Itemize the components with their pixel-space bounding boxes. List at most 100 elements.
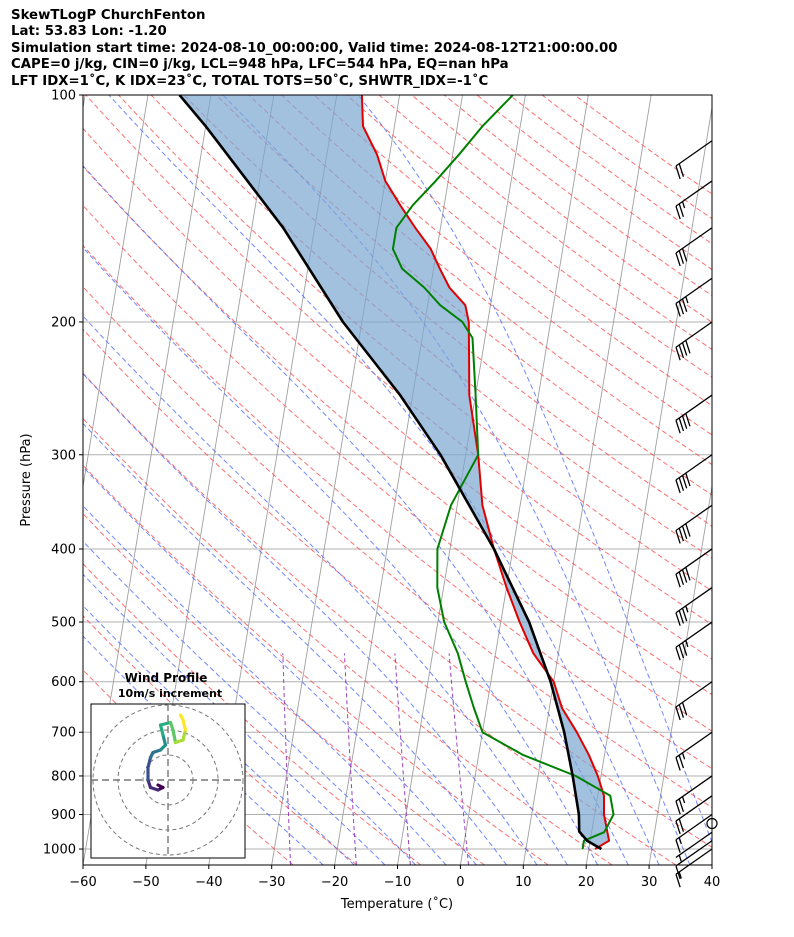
hodograph-segment — [181, 718, 188, 732]
isotherm-line — [648, 483, 712, 865]
y-tick-label: 700 — [51, 726, 76, 741]
isotherm-line — [775, 95, 794, 865]
wind-barb-flag — [675, 612, 681, 626]
wind-barb-flag — [675, 165, 681, 180]
wind-barb-staff — [675, 813, 713, 841]
x-tick-label: −60 — [69, 875, 96, 890]
station-coordinates: Lat: 53.83 Lon: -1.20 — [11, 24, 167, 40]
wind-barb-flag — [678, 754, 685, 769]
moist-adiabat-line — [83, 505, 447, 865]
wind-barb-flag — [685, 413, 691, 427]
wind-barb-flag — [675, 874, 681, 888]
dry-adiabat-line — [83, 165, 712, 696]
wind-barb-staff — [675, 180, 713, 207]
x-tick-label: −30 — [258, 875, 285, 890]
wind-barb-flag — [678, 610, 685, 624]
inset-title: Wind Profile — [125, 671, 208, 685]
chart-title: SkewTLogP ChurchFenton — [11, 8, 206, 23]
wind-barb-flag — [678, 644, 685, 659]
dry-adiabat-line — [281, 95, 712, 436]
wind-barb-half-flag — [678, 854, 682, 862]
wind-barb-flag — [681, 642, 688, 656]
wind-barb-flag — [678, 571, 685, 586]
wind-barb-staff — [675, 775, 713, 802]
wind-barb-half-flag — [685, 296, 689, 304]
dry-adiabat-line — [83, 244, 712, 770]
wind-barb-flag — [675, 479, 681, 494]
dry-adiabat-line — [248, 95, 712, 466]
wind-barb-flag — [678, 477, 685, 491]
wind-barb-flag — [675, 865, 681, 880]
cape-cin-summary: CAPE=0 j/kg, CIN=0 j/kg, LCL=948 hPa, LF… — [11, 57, 509, 73]
wind-barb-staff — [675, 587, 713, 614]
moist-adiabat-line — [83, 246, 599, 865]
wind-barb-flag — [678, 344, 685, 359]
x-tick-label: −40 — [195, 875, 222, 890]
isotherm-line — [83, 95, 86, 111]
x-axis-label: Temperature (˚C) — [340, 896, 453, 912]
dry-adiabat-line — [83, 328, 712, 848]
wind-barb-flag — [681, 702, 688, 716]
dry-adiabat-line — [150, 95, 712, 559]
wind-barb-staff — [675, 681, 713, 708]
moist-adiabat-line — [83, 373, 538, 865]
wind-barb-staff — [675, 394, 713, 421]
wind-barb-flag — [675, 252, 681, 267]
wind-barb-staff — [675, 848, 713, 875]
wind-barb-flag — [678, 300, 685, 315]
moist-adiabat-line — [222, 95, 691, 865]
y-tick-label: 1000 — [43, 843, 76, 858]
wind-barb-flag — [675, 205, 681, 220]
wind-barb-flag — [675, 706, 681, 721]
moist-adiabat-line — [83, 466, 477, 865]
wind-barb-flag — [681, 248, 688, 262]
moist-adiabat-line — [83, 422, 508, 865]
wind-barb-flag — [678, 250, 685, 264]
x-tick-label: 30 — [641, 875, 658, 890]
wind-barb-staff — [675, 454, 713, 481]
wind-barb-staff — [675, 840, 713, 867]
wind-barb-staff — [675, 548, 713, 575]
y-tick-label: 900 — [51, 808, 76, 823]
hodograph-segment — [181, 728, 188, 742]
wind-barb-half-flag — [681, 752, 686, 760]
isotherm-line — [83, 95, 149, 490]
wind-barb-flag — [675, 530, 681, 544]
dry-adiabat-line — [83, 204, 712, 732]
wind-barb-flag — [678, 163, 685, 177]
simulation-times: Simulation start time: 2024-08-10_00:00:… — [11, 40, 618, 56]
hodograph-segment — [161, 733, 168, 747]
wind-barb-flag — [681, 298, 688, 313]
dry-adiabat-line — [83, 464, 549, 865]
wind-barb-flag — [675, 647, 681, 661]
wind-barb-flag — [675, 303, 681, 317]
wind-barb-flag — [681, 525, 688, 540]
wind-barb-flag — [678, 203, 685, 218]
reference-lines — [83, 95, 794, 865]
y-tick-label: 400 — [51, 542, 76, 557]
wind-barb-flag — [681, 475, 688, 489]
wind-barb-flag — [678, 704, 685, 718]
isotherm-line — [585, 104, 712, 865]
dry-adiabat-line — [83, 417, 613, 865]
x-tick-label: 40 — [704, 875, 721, 890]
y-axis-label: Pressure (hPa) — [19, 433, 34, 526]
wind-barb-half-flag — [681, 201, 686, 209]
temperature-line — [360, 95, 611, 850]
x-tick-label: −20 — [321, 875, 348, 890]
wind-barb-flag — [675, 757, 681, 771]
wind-barb-flag — [678, 818, 685, 832]
y-tick-label: 800 — [51, 769, 76, 784]
stability-indices: LFT IDX=1˚C, K IDX=23˚C, TOTAL TOTS=50˚C… — [11, 73, 489, 89]
wind-profile-inset: Wind Profile 10m/s increment — [90, 671, 246, 859]
y-tick-label: 300 — [51, 448, 76, 463]
hodograph-segment — [158, 720, 173, 727]
dry-adiabat-line — [83, 372, 677, 865]
x-tick-label: −50 — [132, 875, 159, 890]
wind-barb-flag — [675, 839, 681, 853]
hodograph-segment — [146, 755, 153, 770]
mixing-ratio-line — [343, 653, 357, 865]
wind-barb-flag — [678, 798, 685, 813]
inset-plot-area — [91, 704, 245, 858]
